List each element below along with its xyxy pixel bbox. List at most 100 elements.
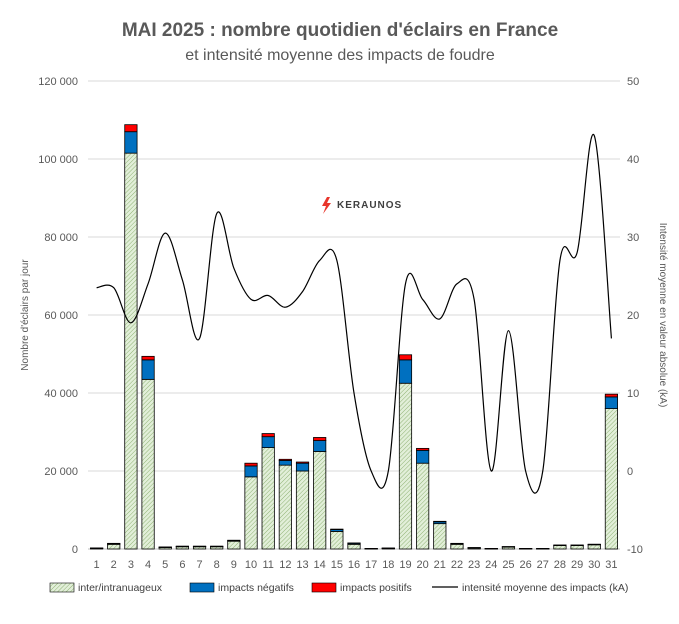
bar-intra xyxy=(227,540,241,550)
x-tick-label: 7 xyxy=(196,559,202,571)
bar-negative xyxy=(244,465,258,478)
bar-intra xyxy=(450,543,464,550)
bar-intra xyxy=(433,523,447,550)
bar-positive xyxy=(295,461,310,464)
x-tick-label: 30 xyxy=(588,559,600,571)
lightning-icon xyxy=(322,197,331,214)
bar-negative xyxy=(141,359,155,380)
x-tick-label: 31 xyxy=(605,559,617,571)
bar-positive xyxy=(364,548,378,550)
legend: inter/intranuageux impacts négatifs impact… xyxy=(49,582,628,594)
y2-tick-label: 40 xyxy=(627,154,639,166)
x-tick-label: 13 xyxy=(296,559,308,571)
legend-label: inter/intranuageux xyxy=(78,582,163,594)
x-tick-label: 2 xyxy=(111,559,117,571)
x-tick-label: 21 xyxy=(434,559,446,571)
brand-name: KERAUNOS xyxy=(337,200,402,211)
bar-positive xyxy=(244,462,258,467)
chart-title: MAI 2025 : nombre quotidien d'éclairs en… xyxy=(122,20,558,41)
y2-tick-label: 30 xyxy=(627,232,639,244)
bar-positive xyxy=(587,543,601,546)
bar-intra xyxy=(124,152,138,550)
gridlines xyxy=(88,80,620,550)
y2-axis-label: Intensité moyenne en valeur absolue (kA) xyxy=(657,223,668,408)
x-tick-label: 10 xyxy=(245,559,257,571)
bar-positive xyxy=(398,354,413,361)
bar-intra xyxy=(604,408,618,550)
chart-subtitle: et intensité moyenne des impacts de foud… xyxy=(185,47,495,64)
x-tick-label: 15 xyxy=(331,559,343,571)
bar-intra xyxy=(244,476,258,550)
bar-negative xyxy=(278,460,292,466)
y-tick-label: 60 000 xyxy=(44,310,78,322)
bar-positive xyxy=(210,545,224,548)
x-tick-label: 14 xyxy=(314,559,326,571)
x-tick-label: 29 xyxy=(571,559,583,571)
axes: 0 20 000 40 000 60 000 80 000 100 000 120 000 -… xyxy=(38,76,643,571)
y-axis-label: Nombre d'éclairs par jour xyxy=(20,259,31,371)
y2-tick-label: 10 xyxy=(627,388,639,400)
bar-positive xyxy=(175,545,189,548)
legend-item: impacts positifs xyxy=(311,582,412,594)
bar-intra xyxy=(141,378,155,550)
bar-positive xyxy=(330,528,344,531)
bar-negative xyxy=(313,440,327,452)
bar-positive xyxy=(467,547,481,549)
bar-positive xyxy=(536,548,550,550)
bar-positive xyxy=(107,542,121,545)
x-tick-label: 24 xyxy=(485,559,497,571)
x-tick-label: 22 xyxy=(451,559,463,571)
bar-intra xyxy=(587,544,601,550)
x-tick-label: 4 xyxy=(145,559,151,571)
bar-positive xyxy=(433,520,447,523)
y-tick-label: 40 000 xyxy=(44,388,78,400)
x-tick-label: 6 xyxy=(179,559,185,571)
y-tick-label: 80 000 xyxy=(44,232,78,244)
bar-positive xyxy=(227,539,241,542)
x-tick-label: 23 xyxy=(468,559,480,571)
bar-positive xyxy=(192,545,207,548)
bar-intra xyxy=(398,382,413,550)
x-tick-label: 11 xyxy=(262,559,273,571)
legend-swatch xyxy=(311,582,337,593)
bar-intra xyxy=(570,545,584,550)
x-tick-label: 17 xyxy=(365,559,377,571)
bar-negative xyxy=(416,449,430,464)
x-tick-label: 26 xyxy=(519,559,531,571)
x-tick-label: 20 xyxy=(417,559,429,571)
x-tick-label: 12 xyxy=(279,559,291,571)
y-tick-label: 100 000 xyxy=(38,154,78,166)
bar-positive xyxy=(381,547,395,549)
legend-label: intensité moyenne des impacts (kA) xyxy=(462,582,628,594)
x-tick-label: 18 xyxy=(382,559,394,571)
bar-positive xyxy=(501,546,516,548)
legend-swatch xyxy=(189,582,215,593)
bar-positive xyxy=(604,393,618,398)
bar-intra xyxy=(261,447,275,550)
x-tick-label: 5 xyxy=(162,559,168,571)
x-tick-label: 8 xyxy=(214,559,220,571)
bar-intra xyxy=(295,470,310,550)
bar-positive xyxy=(347,542,361,544)
legend-item: impacts négatifs xyxy=(189,582,294,594)
bar-intra xyxy=(330,531,344,550)
x-tick-label: 3 xyxy=(128,559,134,571)
bar-intra xyxy=(278,464,292,550)
legend-item: intensité moyenne des impacts (kA) xyxy=(432,582,628,594)
intensity-line xyxy=(96,133,613,494)
keraunos-logo: KERAUNOS xyxy=(322,197,402,214)
bar-intra xyxy=(416,462,430,550)
bars xyxy=(90,124,618,550)
x-tick-label: 25 xyxy=(502,559,514,571)
bar-intra xyxy=(313,451,327,550)
x-tick-label: 28 xyxy=(554,559,566,571)
x-tick-label: 27 xyxy=(537,559,549,571)
bar-negative xyxy=(261,436,275,448)
legend-label: impacts positifs xyxy=(340,582,412,594)
x-tick-label: 16 xyxy=(348,559,360,571)
bar-negative xyxy=(398,359,413,384)
bar-positive xyxy=(278,458,292,461)
bar-positive xyxy=(519,548,533,550)
bar-negative xyxy=(604,396,618,409)
